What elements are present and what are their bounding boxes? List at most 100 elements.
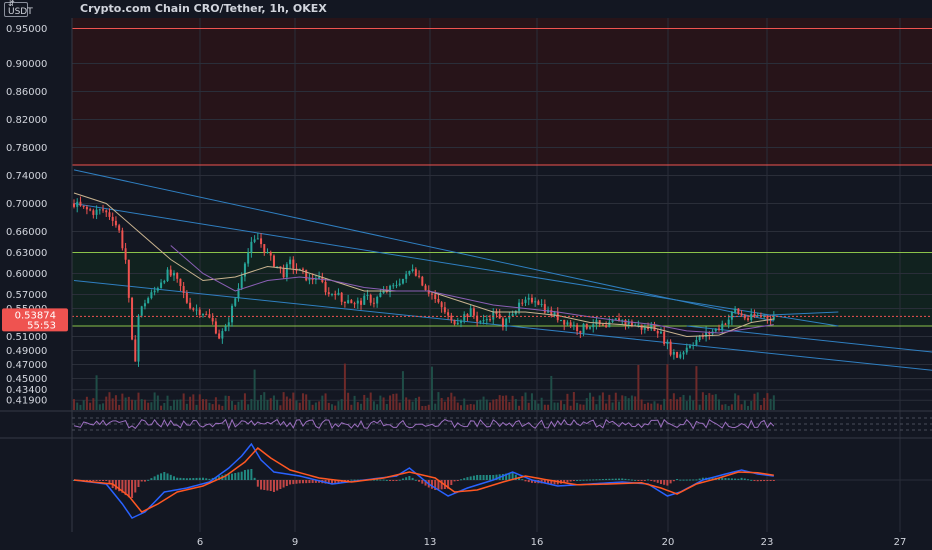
candle-body bbox=[772, 316, 775, 320]
macd-histogram-bar bbox=[569, 480, 572, 482]
candle-body bbox=[311, 278, 314, 281]
candle-body bbox=[566, 322, 569, 325]
macd-histogram-bar bbox=[692, 479, 695, 481]
macd-histogram-bar bbox=[311, 480, 314, 483]
candle-body bbox=[630, 321, 633, 326]
volume-bar bbox=[585, 398, 588, 410]
volume-bar bbox=[408, 399, 411, 410]
volume-bar bbox=[147, 402, 150, 410]
candle-body bbox=[340, 292, 343, 302]
volume-bar bbox=[385, 404, 388, 410]
macd-histogram-bar bbox=[595, 479, 598, 481]
y-tick-label: 0.70000 bbox=[6, 199, 47, 210]
macd-histogram-bar bbox=[289, 480, 292, 485]
currency-box[interactable] bbox=[4, 2, 28, 17]
volume-bar bbox=[137, 392, 140, 410]
candle-body bbox=[456, 322, 459, 325]
macd-histogram-bar bbox=[750, 479, 753, 481]
volume-bar bbox=[479, 399, 482, 410]
volume-bar bbox=[185, 403, 188, 410]
macd-histogram-bar bbox=[153, 476, 156, 480]
macd-histogram-bar bbox=[166, 473, 169, 480]
volume-bar bbox=[205, 399, 208, 410]
macd-histogram-bar bbox=[527, 480, 530, 483]
candle-body bbox=[314, 279, 317, 281]
macd-histogram-bar bbox=[198, 477, 201, 480]
macd-histogram-bar bbox=[601, 479, 604, 481]
candle-body bbox=[366, 295, 369, 297]
macd-histogram-bar bbox=[376, 479, 379, 481]
candle-body bbox=[334, 293, 337, 296]
macd-histogram-bar bbox=[472, 475, 475, 480]
macd-histogram-bar bbox=[666, 480, 669, 486]
macd-histogram-bar bbox=[627, 479, 630, 481]
volume-bar bbox=[440, 398, 443, 410]
macd-histogram-bar bbox=[182, 478, 185, 480]
candle-body bbox=[253, 239, 256, 242]
volume-bar bbox=[724, 404, 727, 410]
macd-histogram-bar bbox=[250, 469, 253, 480]
macd-histogram-bar bbox=[205, 478, 208, 480]
macd-histogram-bar bbox=[505, 473, 508, 480]
y-tick-label: 0.63000 bbox=[6, 248, 47, 259]
x-tick-label: 20 bbox=[662, 537, 675, 548]
currency-selector[interactable]: ⇵ USDT bbox=[4, 0, 56, 17]
macd-histogram-bar bbox=[331, 480, 333, 485]
volume-bar bbox=[266, 399, 269, 410]
candle-body bbox=[492, 311, 495, 320]
volume-bar bbox=[743, 400, 746, 410]
candle-body bbox=[189, 302, 192, 309]
macd-histogram-bar bbox=[327, 480, 330, 484]
candle-body bbox=[85, 206, 88, 210]
candle-body bbox=[576, 324, 579, 332]
macd-histogram-bar bbox=[408, 476, 411, 480]
volume-bar bbox=[163, 402, 166, 410]
volume-bar bbox=[324, 393, 327, 410]
rsi-line bbox=[73, 418, 775, 430]
volume-bar bbox=[460, 405, 462, 410]
volume-bar bbox=[418, 396, 421, 410]
volume-bar bbox=[263, 392, 266, 410]
candle-body bbox=[734, 308, 737, 313]
volume-bar bbox=[682, 394, 685, 410]
macd-histogram-bar bbox=[202, 477, 204, 480]
volume-bar bbox=[192, 394, 195, 410]
candle-body bbox=[753, 313, 756, 317]
volume-bar bbox=[279, 405, 282, 410]
volume-bar bbox=[711, 394, 714, 410]
volume-bar bbox=[382, 397, 385, 410]
macd-histogram-bar bbox=[643, 480, 646, 481]
macd-histogram-bar bbox=[508, 473, 511, 480]
candle-body bbox=[740, 313, 743, 316]
volume-bar bbox=[663, 398, 666, 410]
volume-bar bbox=[466, 404, 469, 410]
volume-bar bbox=[730, 404, 733, 410]
candle-body bbox=[424, 285, 427, 291]
macd-histogram-bar bbox=[98, 480, 101, 481]
volume-bar bbox=[92, 398, 95, 410]
macd-histogram-bar bbox=[772, 480, 775, 481]
candle-body bbox=[82, 205, 85, 207]
volume-bar bbox=[172, 399, 175, 410]
candle-body bbox=[276, 266, 279, 268]
macd-histogram-bar bbox=[372, 479, 375, 481]
macd-histogram-bar bbox=[456, 480, 459, 481]
macd-histogram-bar bbox=[395, 480, 398, 481]
macd-histogram-bar bbox=[682, 479, 685, 481]
candle-body bbox=[73, 203, 75, 207]
volume-bar bbox=[208, 402, 211, 410]
volume-bar bbox=[514, 399, 517, 410]
volume-bar bbox=[495, 399, 498, 410]
macd-histogram-bar bbox=[753, 480, 756, 481]
candle-body bbox=[292, 259, 295, 269]
candle-body bbox=[437, 298, 440, 303]
candle-body bbox=[137, 315, 140, 362]
candle-body bbox=[266, 251, 269, 253]
candle-body bbox=[527, 297, 530, 300]
candle-body bbox=[656, 330, 659, 334]
volume-bar bbox=[427, 404, 430, 410]
volume-bar bbox=[331, 404, 333, 410]
volume-bar bbox=[547, 404, 550, 410]
